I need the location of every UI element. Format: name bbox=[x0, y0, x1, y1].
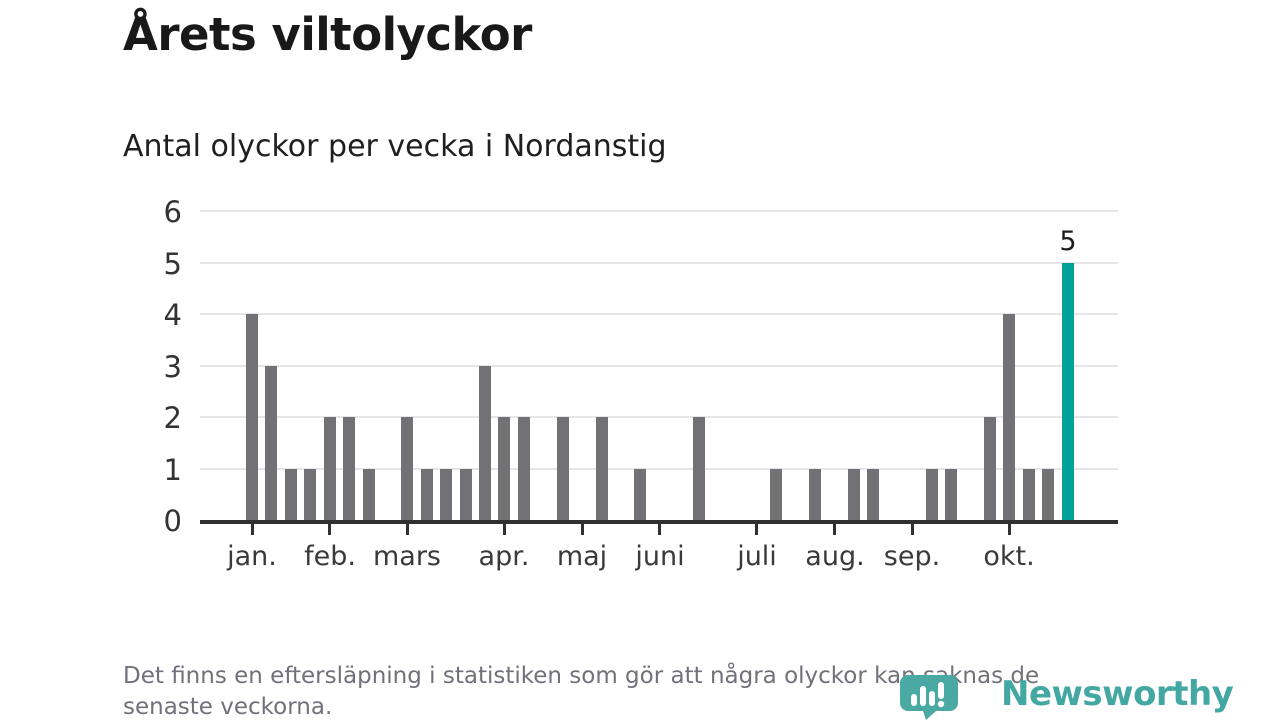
x-tick-juni bbox=[658, 520, 661, 535]
bar-week-10 bbox=[421, 468, 433, 520]
x-tick-mars bbox=[406, 520, 409, 535]
footnote: Det finns en eftersläpning i statistiken… bbox=[123, 661, 1039, 720]
bar-week-30 bbox=[809, 468, 821, 520]
gridline-2 bbox=[200, 416, 1118, 418]
y-axis-label-3: 3 bbox=[163, 349, 182, 384]
footnote-line-1: Det finns en eftersläpning i statistiken… bbox=[123, 663, 1040, 689]
bar-week-28 bbox=[770, 468, 782, 520]
newsworthy-logo: Newsworthy bbox=[898, 668, 1234, 720]
x-axis-label-feb: feb. bbox=[304, 541, 356, 572]
y-axis-label-6: 6 bbox=[163, 195, 182, 229]
x-axis-label-juli: juli bbox=[737, 541, 777, 572]
gridline-4 bbox=[200, 313, 1118, 315]
x-tick-aug bbox=[833, 520, 836, 535]
chart-title: Årets viltolyckor bbox=[123, 8, 532, 61]
x-tick-sep bbox=[911, 520, 914, 535]
bar-week-15 bbox=[518, 417, 530, 520]
bar-week-32 bbox=[848, 468, 860, 520]
x-axis-label-maj: maj bbox=[556, 541, 608, 572]
y-axis-label-4: 4 bbox=[163, 298, 182, 332]
gridline-5 bbox=[200, 261, 1118, 264]
newsworthy-bubble-chart-icon bbox=[898, 668, 960, 720]
newsworthy-wordmark: Newsworthy bbox=[1001, 674, 1234, 714]
bar-week-4 bbox=[304, 468, 316, 520]
x-axis-label-okt: okt. bbox=[983, 541, 1035, 572]
bar-week-40 bbox=[1003, 314, 1015, 520]
bar-week-36 bbox=[926, 468, 938, 520]
x-axis-label-juni: juni bbox=[635, 541, 685, 572]
bar-week-21 bbox=[634, 468, 646, 520]
footnote-line-2: senaste veckorna. bbox=[123, 694, 333, 720]
bar-week-6 bbox=[343, 417, 355, 520]
x-axis-label-mars: mars bbox=[372, 541, 441, 572]
bar-week-14 bbox=[498, 417, 510, 520]
bar-week-17 bbox=[557, 417, 569, 520]
x-tick-maj bbox=[581, 520, 584, 535]
bar-week-42 bbox=[1042, 468, 1054, 520]
gridline-3 bbox=[200, 364, 1118, 367]
x-tick-feb bbox=[328, 520, 331, 535]
bar-week-12 bbox=[460, 468, 472, 520]
bar-week-13 bbox=[479, 365, 491, 520]
x-axis-label-jan: jan. bbox=[227, 541, 277, 572]
bar-week-39 bbox=[984, 417, 996, 520]
x-tick-jan bbox=[251, 520, 254, 535]
y-axis-label-5: 5 bbox=[163, 246, 182, 281]
bar-week-9 bbox=[401, 417, 413, 520]
bar-week-2 bbox=[265, 365, 277, 520]
bar-value-annotation: 5 bbox=[1059, 225, 1077, 257]
x-axis-label-apr: apr. bbox=[478, 541, 530, 572]
x-axis-label-aug: aug. bbox=[805, 541, 865, 572]
bar-week-24 bbox=[693, 417, 705, 520]
gridline-1 bbox=[200, 467, 1118, 470]
bar-week-1 bbox=[246, 314, 258, 520]
y-axis-label-0: 0 bbox=[163, 504, 182, 538]
bar-week-43-highlighted bbox=[1062, 262, 1074, 520]
bar-week-11 bbox=[440, 468, 452, 520]
x-tick-okt bbox=[1008, 520, 1011, 535]
bar-week-37 bbox=[945, 468, 957, 520]
bar-week-7 bbox=[363, 468, 375, 520]
chart-subtitle: Antal olyckor per vecka i Nordanstig bbox=[123, 129, 667, 164]
x-axis-label-sep: sep. bbox=[883, 541, 941, 572]
bar-week-33 bbox=[867, 468, 879, 520]
x-tick-juli bbox=[755, 520, 758, 535]
y-axis-label-1: 1 bbox=[163, 452, 182, 487]
bar-week-3 bbox=[285, 468, 297, 520]
gridline-6 bbox=[200, 210, 1118, 212]
bar-week-19 bbox=[596, 417, 608, 520]
bar-week-5 bbox=[324, 417, 336, 520]
bar-week-41 bbox=[1023, 468, 1035, 520]
x-tick-apr bbox=[503, 520, 506, 535]
y-axis-label-2: 2 bbox=[163, 401, 182, 435]
